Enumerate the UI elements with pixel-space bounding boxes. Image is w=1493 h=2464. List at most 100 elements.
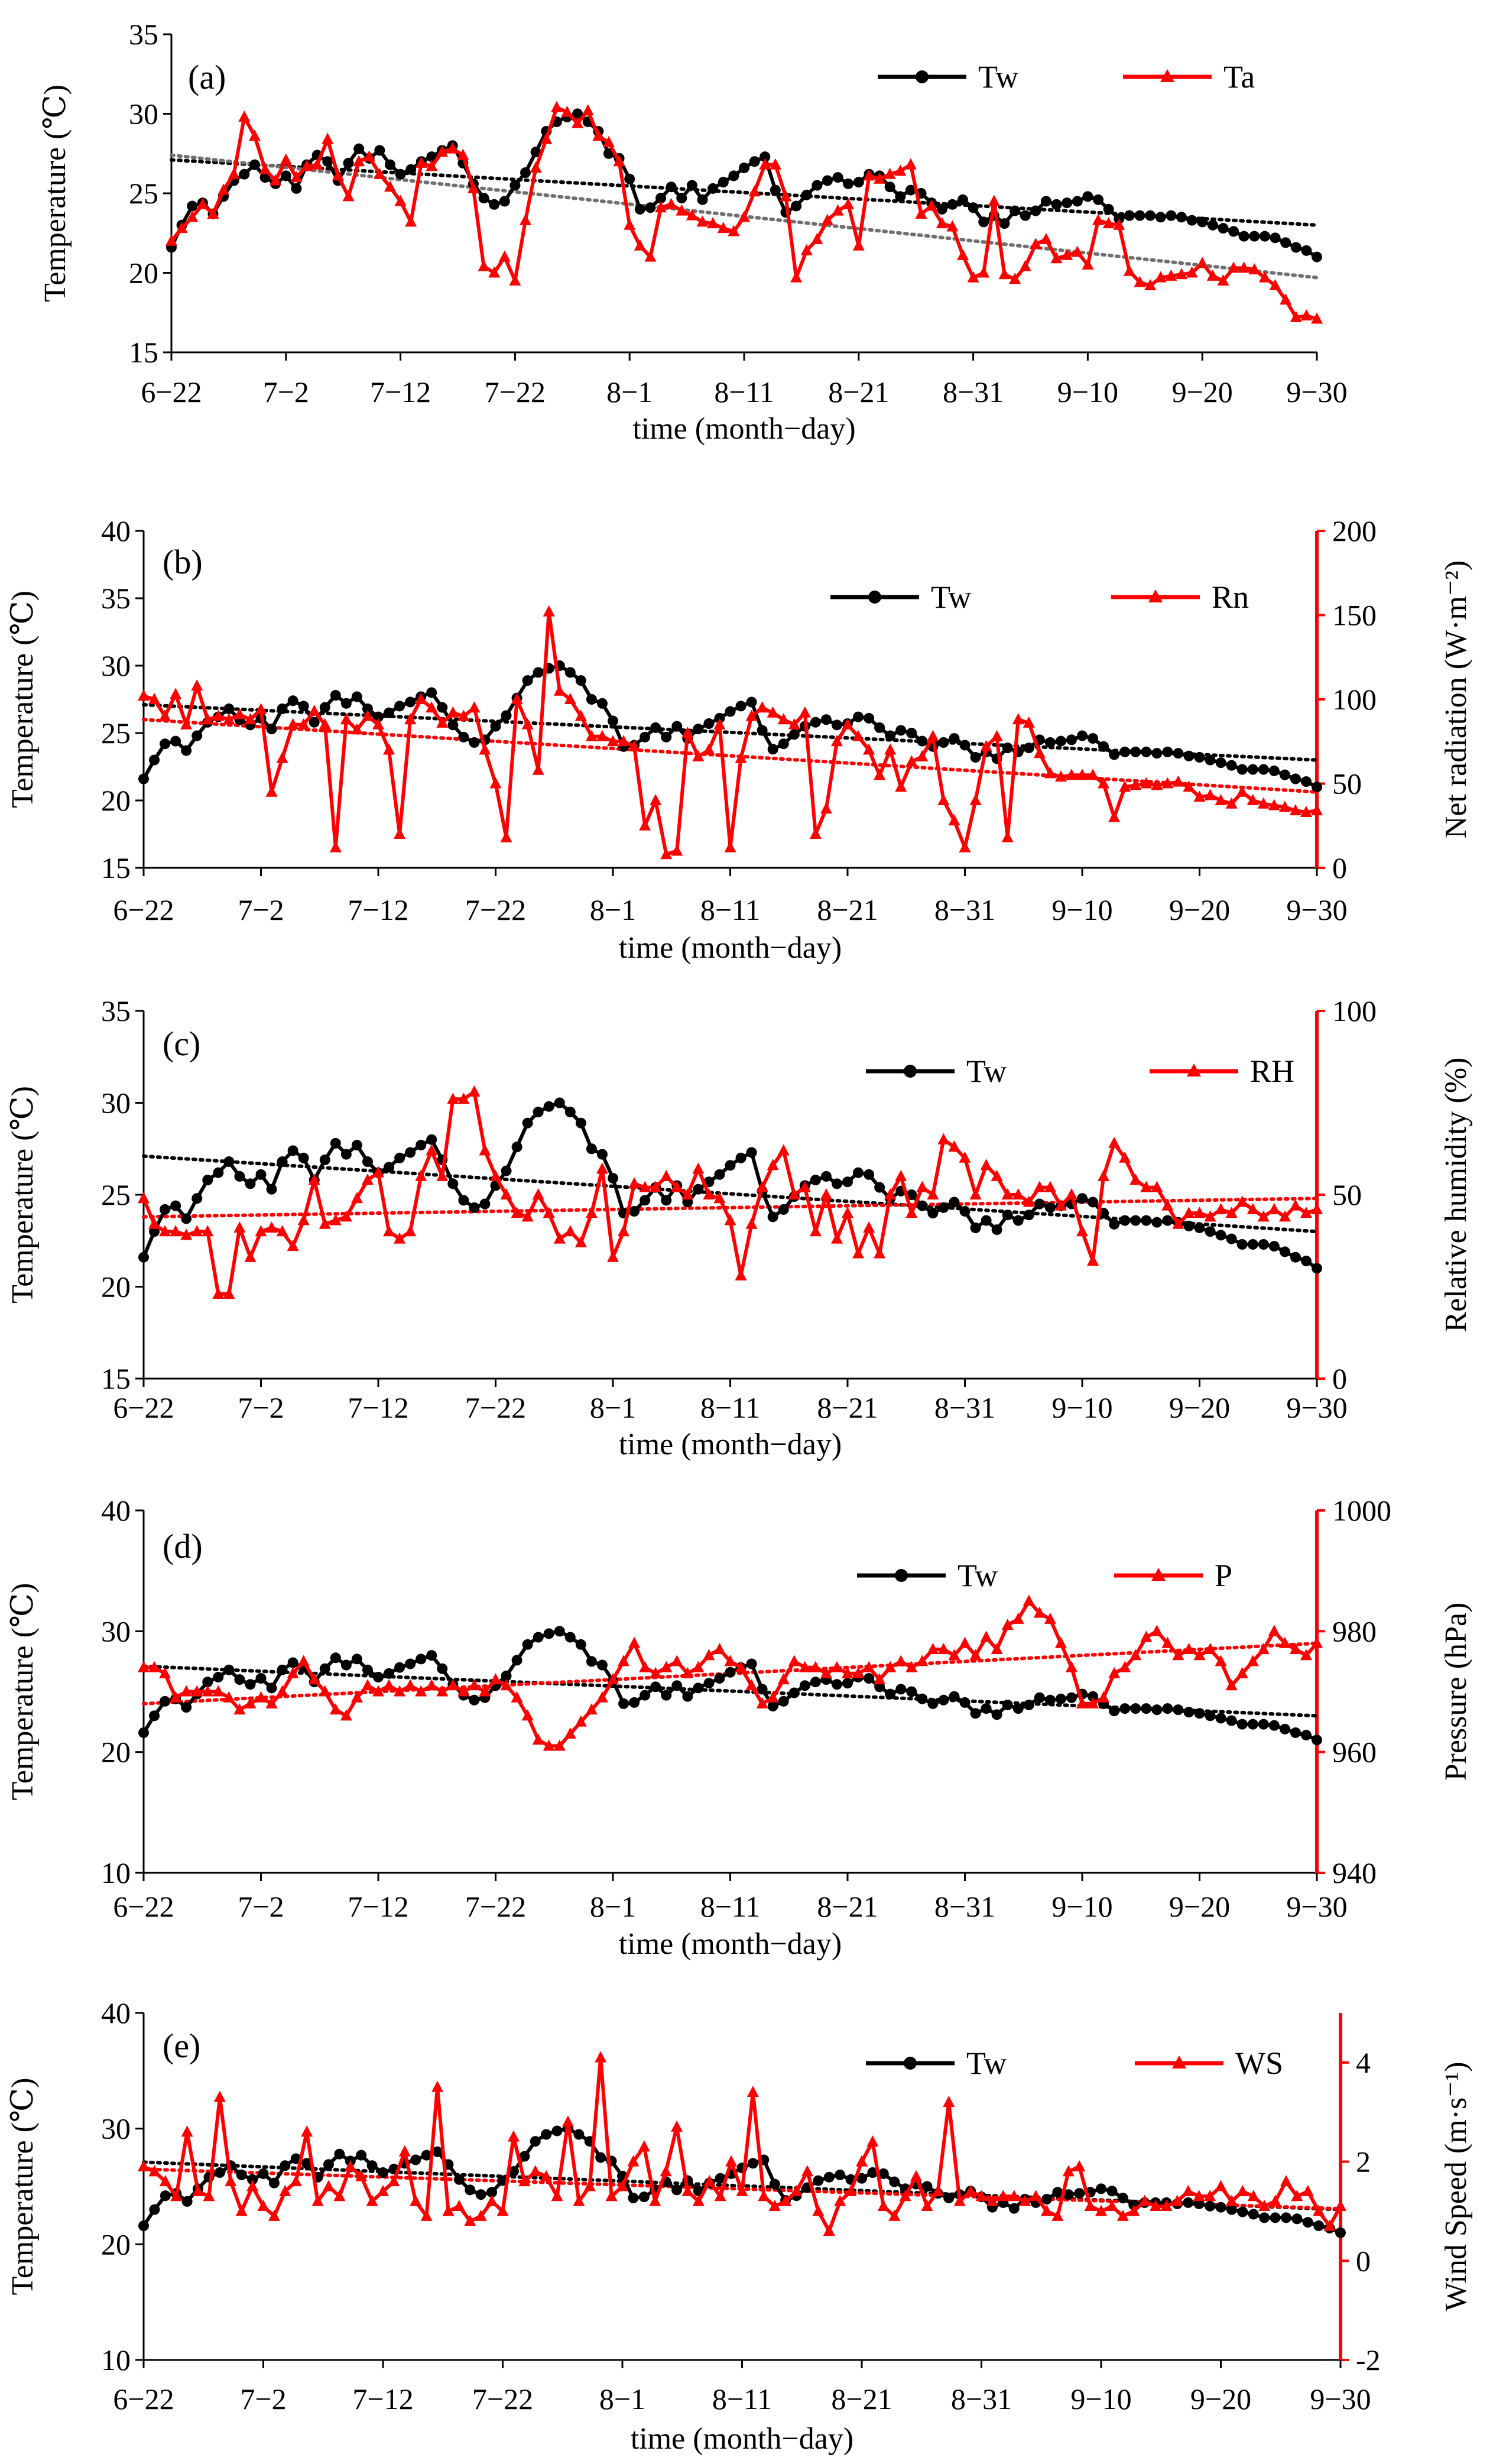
p-point [895, 1655, 907, 1667]
p-point [596, 1691, 608, 1703]
tw-point [1300, 776, 1312, 787]
ws-point [540, 2170, 553, 2181]
x-tick-label: 8−31 [943, 375, 1004, 408]
tw-point [714, 1673, 725, 1684]
tw-point [906, 728, 917, 738]
rn-point [1054, 770, 1067, 782]
rh-point [745, 1217, 758, 1229]
ta-point [582, 104, 594, 116]
tw-point [769, 2178, 780, 2190]
chart-panel-a: 15 20 25 30 35 6−22 7−2 7−12 7−22 8−1 8−11 8−21 8−31… [38, 18, 1348, 446]
rh-point [1215, 1202, 1227, 1214]
ta-point [613, 155, 625, 167]
tw-point [309, 716, 320, 728]
ta-point [624, 218, 636, 230]
rn-point [1119, 780, 1131, 792]
rh-point [1161, 1199, 1174, 1211]
ws-point [1116, 2209, 1129, 2221]
ws-point [1215, 2180, 1227, 2191]
tw-point [586, 1656, 597, 1667]
rn-point [511, 693, 523, 704]
ta-point [478, 260, 490, 271]
rh-point [767, 1159, 779, 1171]
tw-point [1117, 2193, 1128, 2204]
tw-point [1052, 2187, 1063, 2198]
tw-point [149, 2204, 160, 2215]
tw-point [1302, 2217, 1313, 2228]
ws-point [366, 2194, 378, 2206]
p-point [297, 1655, 310, 1667]
ws-point [507, 2130, 520, 2142]
x-tick-label: 9−30 [1286, 1890, 1347, 1923]
rn-point [639, 819, 651, 831]
rn-point [767, 706, 779, 718]
ws-point [1323, 2219, 1336, 2231]
p-point [1257, 1642, 1270, 1654]
ws-point [1247, 2190, 1260, 2202]
tw-point [1162, 1703, 1173, 1714]
rn-point [937, 794, 950, 805]
tw-point [981, 1703, 992, 1714]
x-tick-label: 9−20 [1190, 2382, 1251, 2416]
p-point [650, 1667, 662, 1678]
tw-point [1194, 752, 1205, 763]
ws-point [453, 2200, 465, 2212]
ws-point [159, 2175, 171, 2187]
tw-point [1119, 1215, 1131, 1226]
ws-point [410, 2194, 422, 2206]
tw-point [416, 1654, 427, 1665]
tw-point [181, 1213, 192, 1224]
ws-point [464, 2215, 476, 2226]
y-axis-title-left: Temperature (℃) [6, 591, 40, 808]
tw-point [1186, 215, 1197, 226]
rn-point [660, 848, 673, 860]
tw-point [1173, 748, 1184, 759]
tw-point [426, 687, 437, 698]
p-point [585, 1703, 598, 1715]
x-tick-label: 8−21 [817, 1890, 878, 1923]
rh-point [724, 1214, 736, 1225]
y-tick-label-right: -2 [1356, 2343, 1381, 2377]
rh-point [948, 1140, 960, 1152]
tw-point [239, 168, 250, 180]
chart-panel-c: 15 20 25 30 35 0 50 100 6−22 7−2 7−12 7−22 8−1 8−11 8−… [6, 994, 1473, 1461]
ta-point [800, 244, 813, 255]
ws-point [965, 2184, 977, 2196]
rn-point [159, 709, 171, 721]
tw-point [1119, 746, 1131, 757]
ws-point [420, 2209, 433, 2221]
y-tick-label-left: 20 [101, 1270, 131, 1304]
ta-point [1238, 261, 1250, 273]
p-point [543, 1739, 555, 1751]
tw-point [906, 1189, 917, 1200]
ws-point [496, 2204, 509, 2216]
y-tick-label-right: 940 [1332, 1856, 1377, 1889]
rn-point [1300, 805, 1312, 817]
tw-point [1141, 1703, 1152, 1714]
tw-point [949, 1197, 960, 1208]
tw-point [1290, 1727, 1301, 1738]
rh-point [244, 1250, 257, 1262]
tw-point [575, 675, 586, 686]
x-tick-label: 8−31 [934, 893, 995, 926]
ws-point [736, 2184, 748, 2196]
tw-point [564, 667, 576, 678]
ta-point [488, 266, 501, 278]
ws-point [931, 2184, 944, 2196]
tw-point [1044, 1694, 1056, 1706]
rh-point [1278, 1210, 1291, 1222]
x-tick-label: 9−20 [1169, 1890, 1230, 1923]
tw-point [373, 1671, 384, 1682]
tw-point [351, 1654, 362, 1665]
legend-label-tw: Tw [931, 579, 971, 615]
tw-point [298, 1152, 309, 1163]
rn-point [959, 841, 971, 852]
p-point [170, 1691, 182, 1703]
x-tick-label: 6−22 [141, 375, 202, 408]
rh-point [959, 1151, 971, 1163]
tw-point [1088, 1691, 1099, 1702]
tw-point [192, 730, 203, 741]
tw-point [223, 703, 235, 714]
tw-point [991, 1224, 1002, 1236]
tw-point [842, 1176, 853, 1188]
